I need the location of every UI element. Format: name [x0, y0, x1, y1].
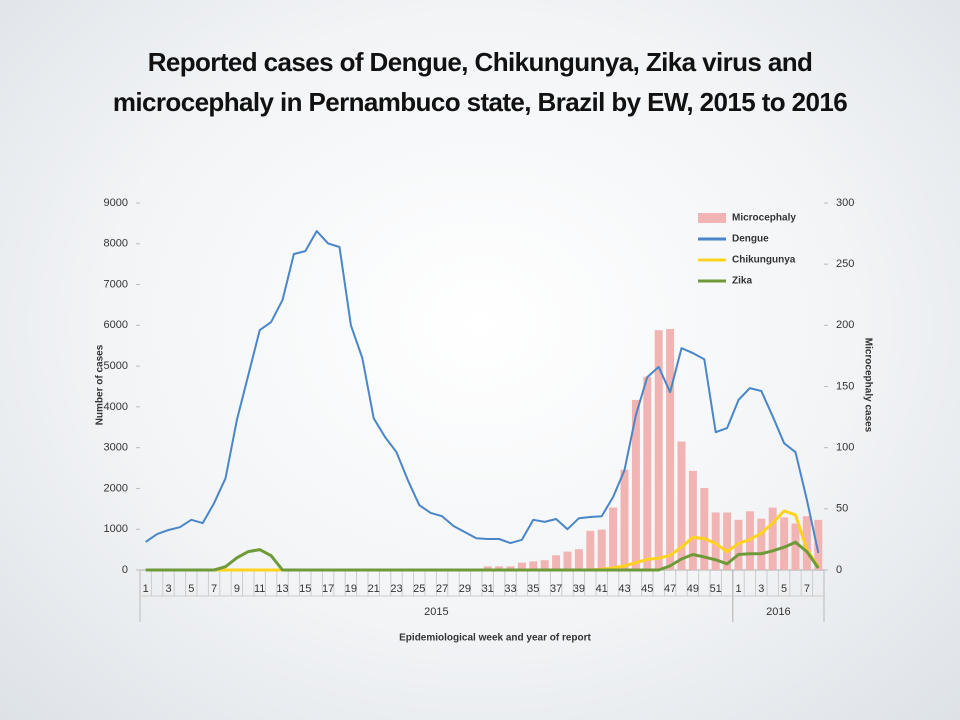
bar: [563, 551, 572, 570]
bar: [540, 560, 549, 570]
bar: [757, 518, 766, 570]
y-tick-label: 2000: [104, 482, 128, 494]
bar: [711, 512, 720, 570]
x-tick-label: 31: [482, 583, 494, 595]
line-series: [145, 540, 820, 572]
bar: [529, 561, 538, 570]
chart-title: Reported cases of Dengue, Chikungunya, Z…: [112, 47, 848, 117]
y2-tick-label: 200: [836, 319, 854, 331]
bar: [666, 329, 675, 570]
y2-axis-title: Microcephaly cases: [862, 338, 873, 433]
y-tick-label: 6000: [104, 319, 128, 331]
x-tick-label: 13: [276, 583, 288, 595]
x-tick-label: 7: [211, 583, 217, 595]
bar: [574, 549, 583, 570]
x-tick-label: 47: [664, 583, 676, 595]
y-tick-label: 0: [122, 564, 128, 576]
x-tick-label: 27: [436, 583, 448, 595]
x-tick-label: 1: [735, 583, 741, 595]
x-tick-label: 9: [234, 583, 240, 595]
bar: [723, 512, 732, 570]
y2-tick-label: 50: [836, 503, 848, 515]
x-tick-label: 1: [143, 583, 149, 595]
y-tick-label: 5000: [104, 360, 128, 372]
bar: [631, 399, 640, 570]
bar: [643, 376, 652, 570]
bar: [700, 488, 709, 570]
bar: [620, 469, 629, 570]
y-tick-label: 9000: [104, 197, 128, 209]
x-tick-label: 37: [550, 583, 562, 595]
bar: [802, 516, 811, 570]
bar: [654, 330, 663, 570]
x-tick-label: 19: [345, 583, 357, 595]
x-tick-label: 15: [299, 583, 311, 595]
x-tick-label: 51: [710, 583, 722, 595]
legend-label: Dengue: [732, 234, 769, 245]
bar: [597, 529, 606, 570]
y2-tick-label: 0: [836, 564, 842, 576]
x-tick-label: 17: [322, 583, 334, 595]
x-tick-label: 23: [390, 583, 402, 595]
x-tick-label: 43: [618, 583, 630, 595]
bar: [814, 519, 823, 570]
year-label: 2016: [766, 606, 790, 618]
x-tick-label: 41: [596, 583, 608, 595]
y-axis-title: Number of cases: [95, 344, 106, 425]
x-tick-label: 35: [527, 583, 539, 595]
bar: [688, 470, 697, 570]
bar: [768, 507, 777, 570]
bar: [495, 566, 504, 570]
y-tick-label: 3000: [104, 442, 128, 454]
bar: [483, 566, 492, 570]
x-tick-label: 49: [687, 583, 699, 595]
x-axis-title: Epidemiological week and year of report: [399, 633, 591, 644]
x-tick-label: 33: [504, 583, 516, 595]
bar: [780, 517, 789, 570]
y-tick-label: 1000: [104, 523, 128, 535]
legend-label: Zika: [732, 276, 752, 287]
bar: [791, 523, 800, 570]
y2-tick-label: 300: [836, 197, 854, 209]
x-tick-label: 39: [573, 583, 585, 595]
line-series: [145, 230, 820, 554]
y2-tick-label: 150: [836, 380, 854, 392]
y-tick-label: 7000: [104, 278, 128, 290]
x-tick-label: 21: [368, 583, 380, 595]
y2-tick-label: 100: [836, 442, 854, 454]
bar: [506, 566, 515, 570]
legend-label: Chikungunya: [732, 255, 796, 266]
x-tick-label: 5: [781, 583, 787, 595]
y2-tick-label: 250: [836, 258, 854, 270]
x-tick-label: 3: [758, 583, 764, 595]
legend-label: Microcephaly: [732, 213, 796, 224]
bar: [586, 530, 595, 570]
bar: [552, 555, 561, 570]
x-tick-label: 7: [804, 583, 810, 595]
x-tick-label: 45: [641, 583, 653, 595]
y-tick-label: 4000: [104, 401, 128, 413]
x-tick-label: 29: [459, 583, 471, 595]
x-tick-label: 25: [413, 583, 425, 595]
bar: [609, 507, 618, 570]
legend-swatch: [698, 213, 726, 223]
bar: [517, 562, 526, 570]
x-tick-label: 5: [188, 583, 194, 595]
year-label: 2015: [424, 606, 448, 618]
y-tick-label: 8000: [104, 238, 128, 250]
x-tick-label: 11: [254, 583, 265, 595]
x-tick-label: 3: [165, 583, 171, 595]
bar: [677, 441, 686, 570]
